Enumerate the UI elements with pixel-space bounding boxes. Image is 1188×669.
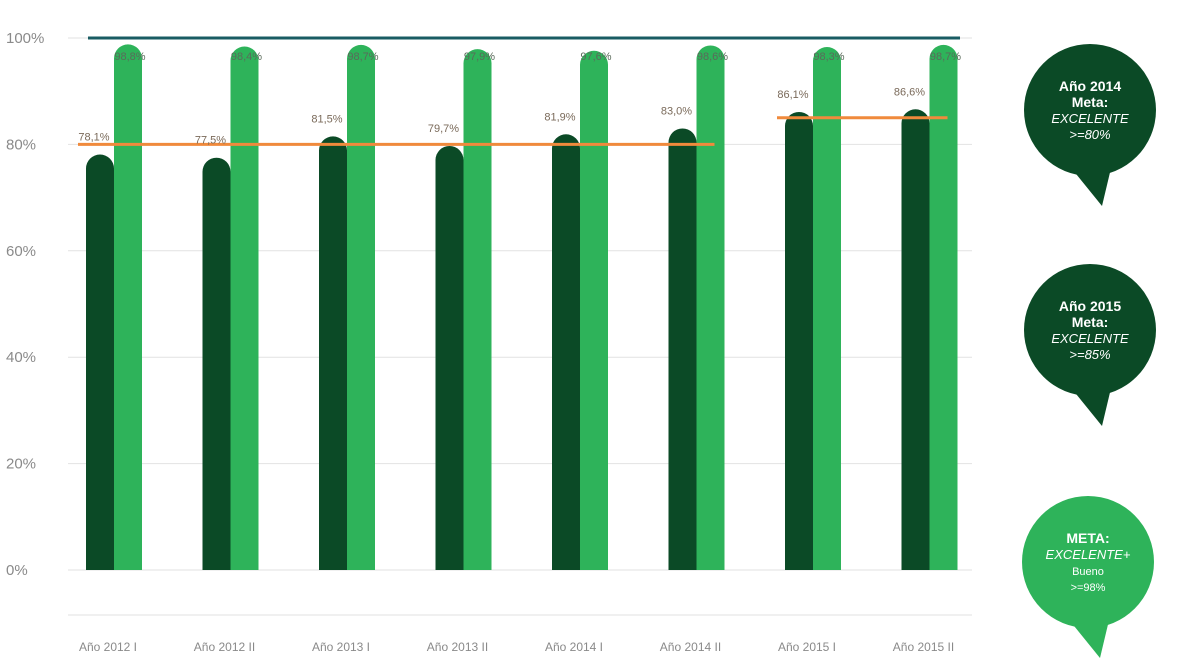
y-tick-label: 20%: [6, 456, 36, 473]
pin-text-line: >=85%: [1069, 347, 1110, 362]
x-category-label: Año 2013 II: [427, 640, 488, 654]
x-category-label: Año 2012 I: [79, 640, 137, 654]
x-category-label: Año 2012 II: [194, 640, 255, 654]
x-category-label: Año 2013 I: [312, 640, 370, 654]
data-label: 98,7%: [347, 51, 378, 63]
data-label: 78,1%: [78, 132, 109, 144]
pin-text-line: Año 2014: [1059, 78, 1121, 94]
bar: [202, 157, 231, 570]
pin-text-line: META:: [1066, 530, 1109, 546]
data-label: 81,5%: [311, 113, 342, 125]
pin-text-line: Año 2015: [1059, 298, 1121, 314]
y-tick-label: 100%: [6, 30, 44, 47]
data-label: 97,9%: [464, 51, 495, 63]
pin-circle: [1024, 264, 1156, 396]
data-label: 98,3%: [813, 51, 844, 63]
x-category-label: Año 2015 II: [893, 640, 954, 654]
pin-circle: [1024, 44, 1156, 176]
bar: [668, 128, 697, 570]
bar: [785, 111, 813, 571]
bar: [347, 44, 375, 570]
reference-lines: [78, 36, 960, 146]
pin-text-line: Meta:: [1072, 314, 1109, 330]
data-label: 98,7%: [930, 51, 961, 63]
bar: [114, 44, 142, 571]
x-axis-categories: Año 2012 I Año 2012 II Año 2013 I Año 2013 …: [79, 640, 954, 654]
y-tick-label: 80%: [6, 136, 36, 153]
data-label: 98,8%: [114, 51, 145, 63]
bar: [696, 45, 725, 571]
y-tick-label: 60%: [6, 243, 36, 260]
y-axis-ticks: 100% 80% 60% 40% 20% 0%: [6, 30, 44, 579]
data-label: 81,9%: [544, 111, 575, 123]
bar: [463, 49, 492, 571]
data-label: 83,0%: [661, 105, 692, 117]
data-label: 86,1%: [777, 89, 808, 101]
pin-text-line: EXCELENTE: [1051, 111, 1129, 126]
bar: [552, 134, 580, 570]
y-tick-label: 0%: [6, 562, 28, 579]
bar: [929, 44, 958, 570]
bar: [813, 47, 841, 570]
bar: [86, 154, 115, 571]
pin-tail: [1068, 384, 1112, 426]
pin-circle: [1022, 496, 1154, 628]
x-category-label: Año 2014 II: [660, 640, 721, 654]
data-label: 98,4%: [231, 51, 262, 63]
bar: [435, 145, 464, 570]
pin-text-line: EXCELENTE+: [1046, 547, 1131, 562]
bars: [86, 44, 958, 571]
x-category-label: Año 2015 I: [778, 640, 836, 654]
data-label: 77,5%: [195, 135, 226, 147]
annotation-pin: META:EXCELENTE+ Bueno >=98%: [1022, 496, 1154, 658]
bar: [230, 46, 259, 570]
pin-tail: [1068, 164, 1112, 206]
bar: [319, 136, 347, 570]
pin-text-line: Meta:: [1072, 94, 1109, 110]
data-label: 79,7%: [428, 123, 459, 135]
pin-text-line: EXCELENTE: [1051, 331, 1129, 346]
pin-tail: [1066, 616, 1110, 658]
pin-text-line: >=98%: [1071, 582, 1106, 594]
data-label: 97,6%: [580, 51, 611, 63]
data-labels: 78,1% 98,8% 77,5% 98,4% 81,5% 98,7% 79,7% 97,9%…: [78, 51, 961, 147]
pin-text-line: Bueno: [1072, 566, 1104, 578]
x-category-label: Año 2014 I: [545, 640, 603, 654]
bar: [580, 50, 608, 570]
data-label: 86,6%: [894, 86, 925, 98]
y-tick-label: 40%: [6, 349, 36, 366]
pin-text-line: >=80%: [1069, 127, 1110, 142]
bar: [901, 109, 930, 571]
data-label: 98,6%: [697, 51, 728, 63]
